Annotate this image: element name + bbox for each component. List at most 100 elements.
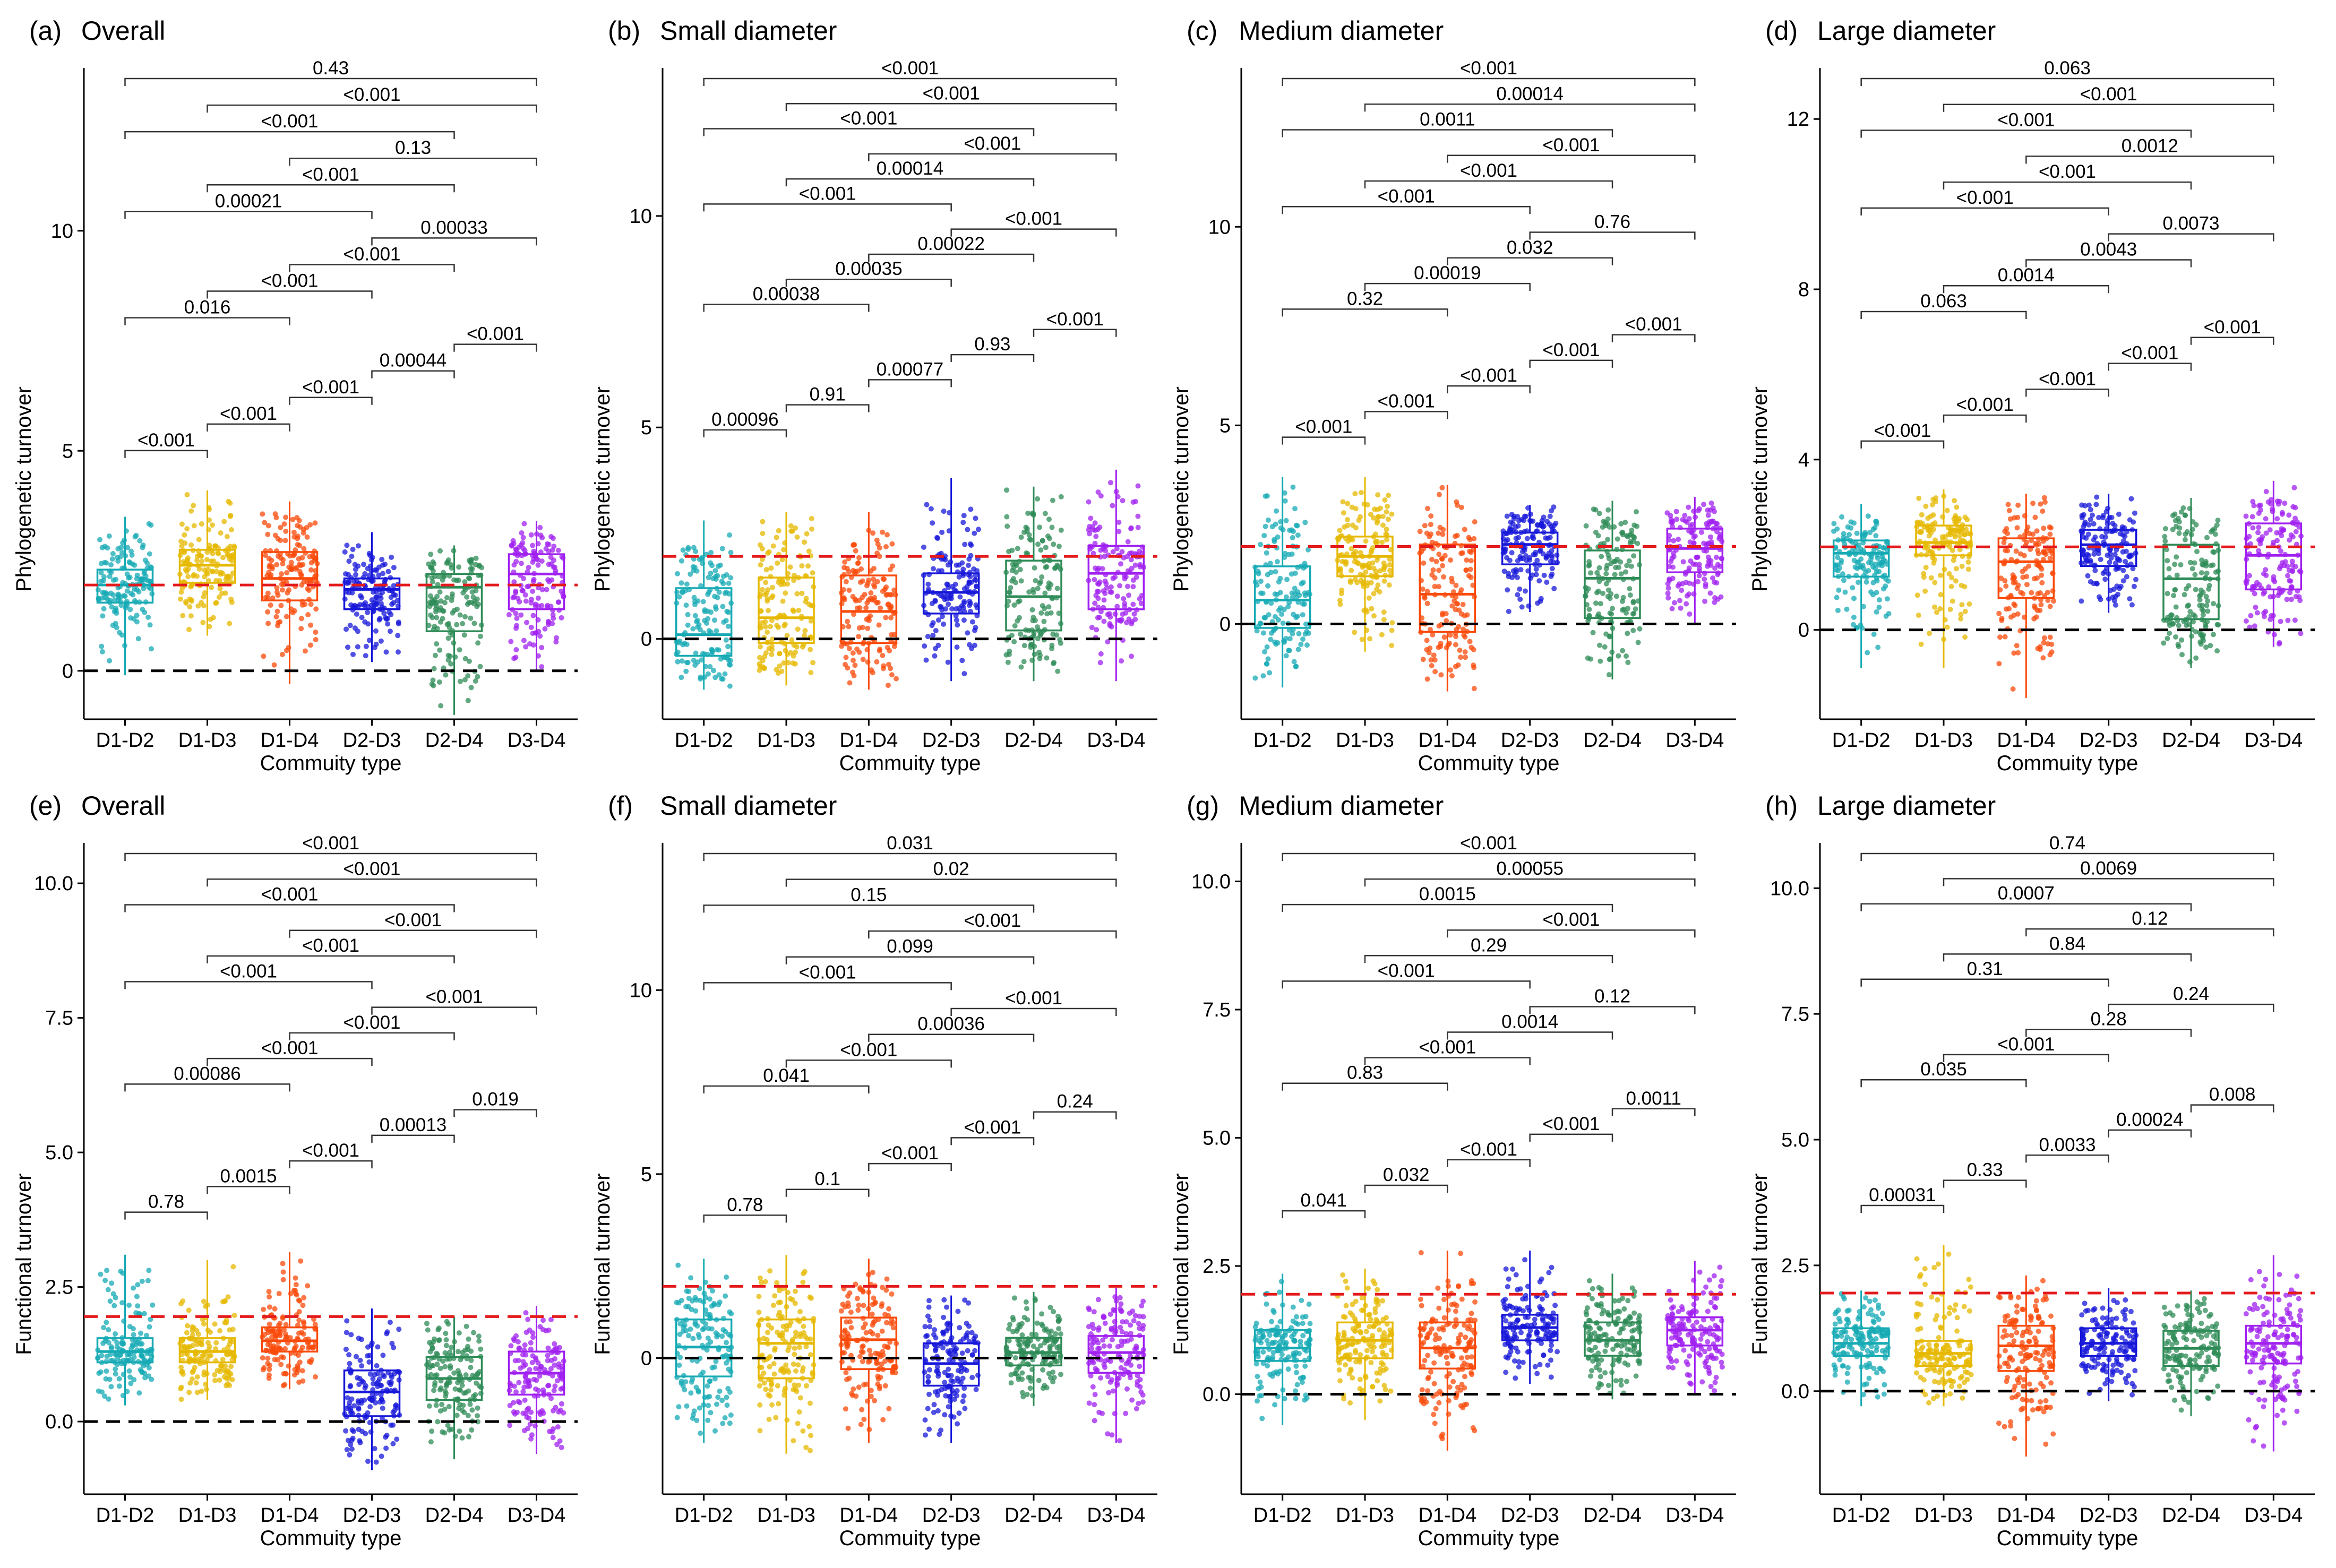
data-point — [437, 1387, 443, 1393]
data-point — [301, 579, 307, 585]
data-point — [2243, 618, 2249, 624]
data-point — [1467, 639, 1473, 644]
p-value-label: <0.001 — [302, 935, 359, 956]
data-point — [140, 545, 145, 550]
data-point — [456, 1330, 462, 1336]
data-point — [1854, 565, 1860, 571]
data-point — [938, 592, 943, 598]
data-point — [1471, 665, 1477, 670]
data-point — [1135, 513, 1141, 519]
data-point — [727, 532, 733, 538]
data-point — [184, 526, 190, 532]
data-point — [526, 1406, 531, 1411]
data-point — [299, 1368, 305, 1374]
data-point — [2030, 501, 2036, 506]
data-point — [1252, 675, 1258, 681]
data-point — [1952, 498, 1957, 504]
data-point — [1279, 611, 1285, 617]
data-point — [2005, 548, 2011, 554]
data-point — [429, 1428, 435, 1434]
data-point — [2278, 548, 2283, 554]
data-point — [842, 559, 848, 565]
x-tick-label: D1-D4 — [261, 729, 319, 752]
data-point — [959, 560, 965, 566]
data-point — [273, 515, 279, 521]
data-point — [1424, 637, 1430, 643]
data-point — [279, 652, 285, 657]
data-point — [387, 1380, 392, 1385]
data-point — [539, 645, 545, 650]
data-point — [425, 1327, 431, 1333]
data-point — [2176, 643, 2182, 649]
data-point — [343, 626, 349, 632]
data-point — [99, 649, 105, 654]
data-point — [1686, 565, 1692, 571]
data-point — [2127, 596, 2133, 602]
data-point — [468, 685, 474, 691]
data-point — [1428, 657, 1434, 663]
data-point — [539, 664, 545, 670]
data-point — [680, 590, 685, 596]
data-point — [1607, 610, 1613, 616]
data-point — [96, 1371, 102, 1376]
data-point — [874, 579, 880, 584]
data-point — [224, 1317, 229, 1323]
data-point — [110, 577, 116, 583]
data-point — [1428, 513, 1434, 519]
data-point — [394, 1436, 400, 1442]
data-point — [726, 609, 732, 615]
significance-bracket — [1529, 231, 1696, 240]
data-point — [2214, 622, 2220, 627]
data-point — [1535, 522, 1541, 528]
data-point — [435, 1419, 441, 1425]
data-point — [116, 1376, 122, 1382]
data-point — [1386, 516, 1391, 522]
data-point — [278, 538, 284, 544]
x-tick-label: D2-D3 — [922, 729, 981, 752]
data-point — [1138, 600, 1144, 606]
data-point — [526, 1377, 532, 1383]
data-point — [1119, 549, 1125, 555]
data-point — [284, 570, 290, 575]
data-point — [379, 601, 384, 607]
data-point — [262, 520, 268, 525]
data-point — [1879, 563, 1885, 568]
data-point — [1515, 592, 1521, 598]
data-point — [1004, 514, 1010, 520]
data-point — [2114, 556, 2120, 562]
data-point — [2041, 525, 2047, 531]
data-point — [213, 568, 219, 574]
data-point — [1718, 594, 1724, 600]
data-point — [226, 1372, 232, 1378]
data-point — [1706, 561, 1712, 567]
data-point — [1691, 591, 1697, 597]
data-point — [965, 527, 971, 532]
data-point — [1916, 495, 1922, 501]
data-point — [2039, 572, 2045, 578]
data-point — [1363, 538, 1369, 544]
data-point — [1433, 558, 1439, 564]
data-point — [263, 595, 269, 600]
data-point — [1705, 512, 1711, 518]
data-point — [290, 516, 296, 522]
data-point — [954, 644, 960, 650]
x-tick-label: D3-D4 — [1665, 729, 1724, 752]
data-point — [722, 671, 728, 677]
data-point — [349, 1446, 355, 1452]
p-value-label: <0.001 — [923, 83, 980, 104]
data-point — [852, 542, 857, 548]
data-point — [871, 576, 877, 582]
data-point — [530, 588, 536, 594]
data-point — [1367, 565, 1372, 571]
data-point — [847, 680, 853, 686]
data-point — [1011, 639, 1017, 644]
data-point — [1264, 644, 1270, 650]
data-point — [1854, 530, 1860, 536]
data-point — [178, 596, 183, 602]
x-tick-label: D1-D2 — [675, 729, 733, 752]
data-point — [1952, 534, 1958, 540]
data-point — [679, 580, 684, 586]
data-point — [1126, 616, 1132, 622]
data-point — [2040, 549, 2046, 555]
data-point — [537, 633, 543, 639]
